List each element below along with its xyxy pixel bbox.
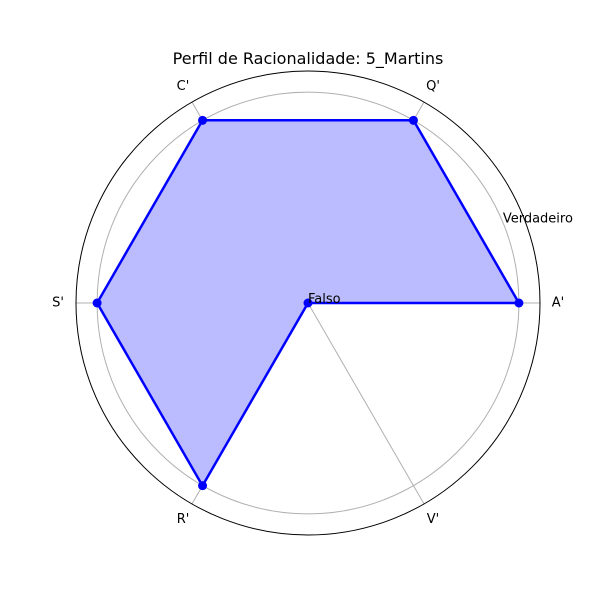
data-point-5 — [303, 298, 313, 308]
data-point-4 — [198, 481, 208, 491]
radial-tick-label-0: Falso — [308, 292, 341, 307]
category-label-2: C' — [177, 79, 190, 94]
data-point-0 — [514, 298, 524, 308]
category-label-5: V' — [427, 512, 439, 527]
data-point-2 — [198, 115, 208, 125]
category-label-0: A' — [552, 296, 564, 311]
category-label-3: S' — [52, 296, 64, 311]
data-point-1 — [408, 115, 418, 125]
radial-tick-label-1: Verdadeiro — [503, 211, 573, 226]
category-label-1: Q' — [426, 79, 440, 94]
spoke-5 — [307, 302, 425, 505]
polar-frame — [75, 70, 541, 536]
label-layer: A' Q' C' S' R' V' Falso Verdadeiro — [52, 79, 573, 527]
data-point-3 — [92, 298, 102, 308]
chart-title: Perfil de Racionalidade: 5_Martins — [173, 49, 444, 69]
data-layer — [92, 115, 524, 491]
category-label-4: R' — [177, 512, 190, 527]
